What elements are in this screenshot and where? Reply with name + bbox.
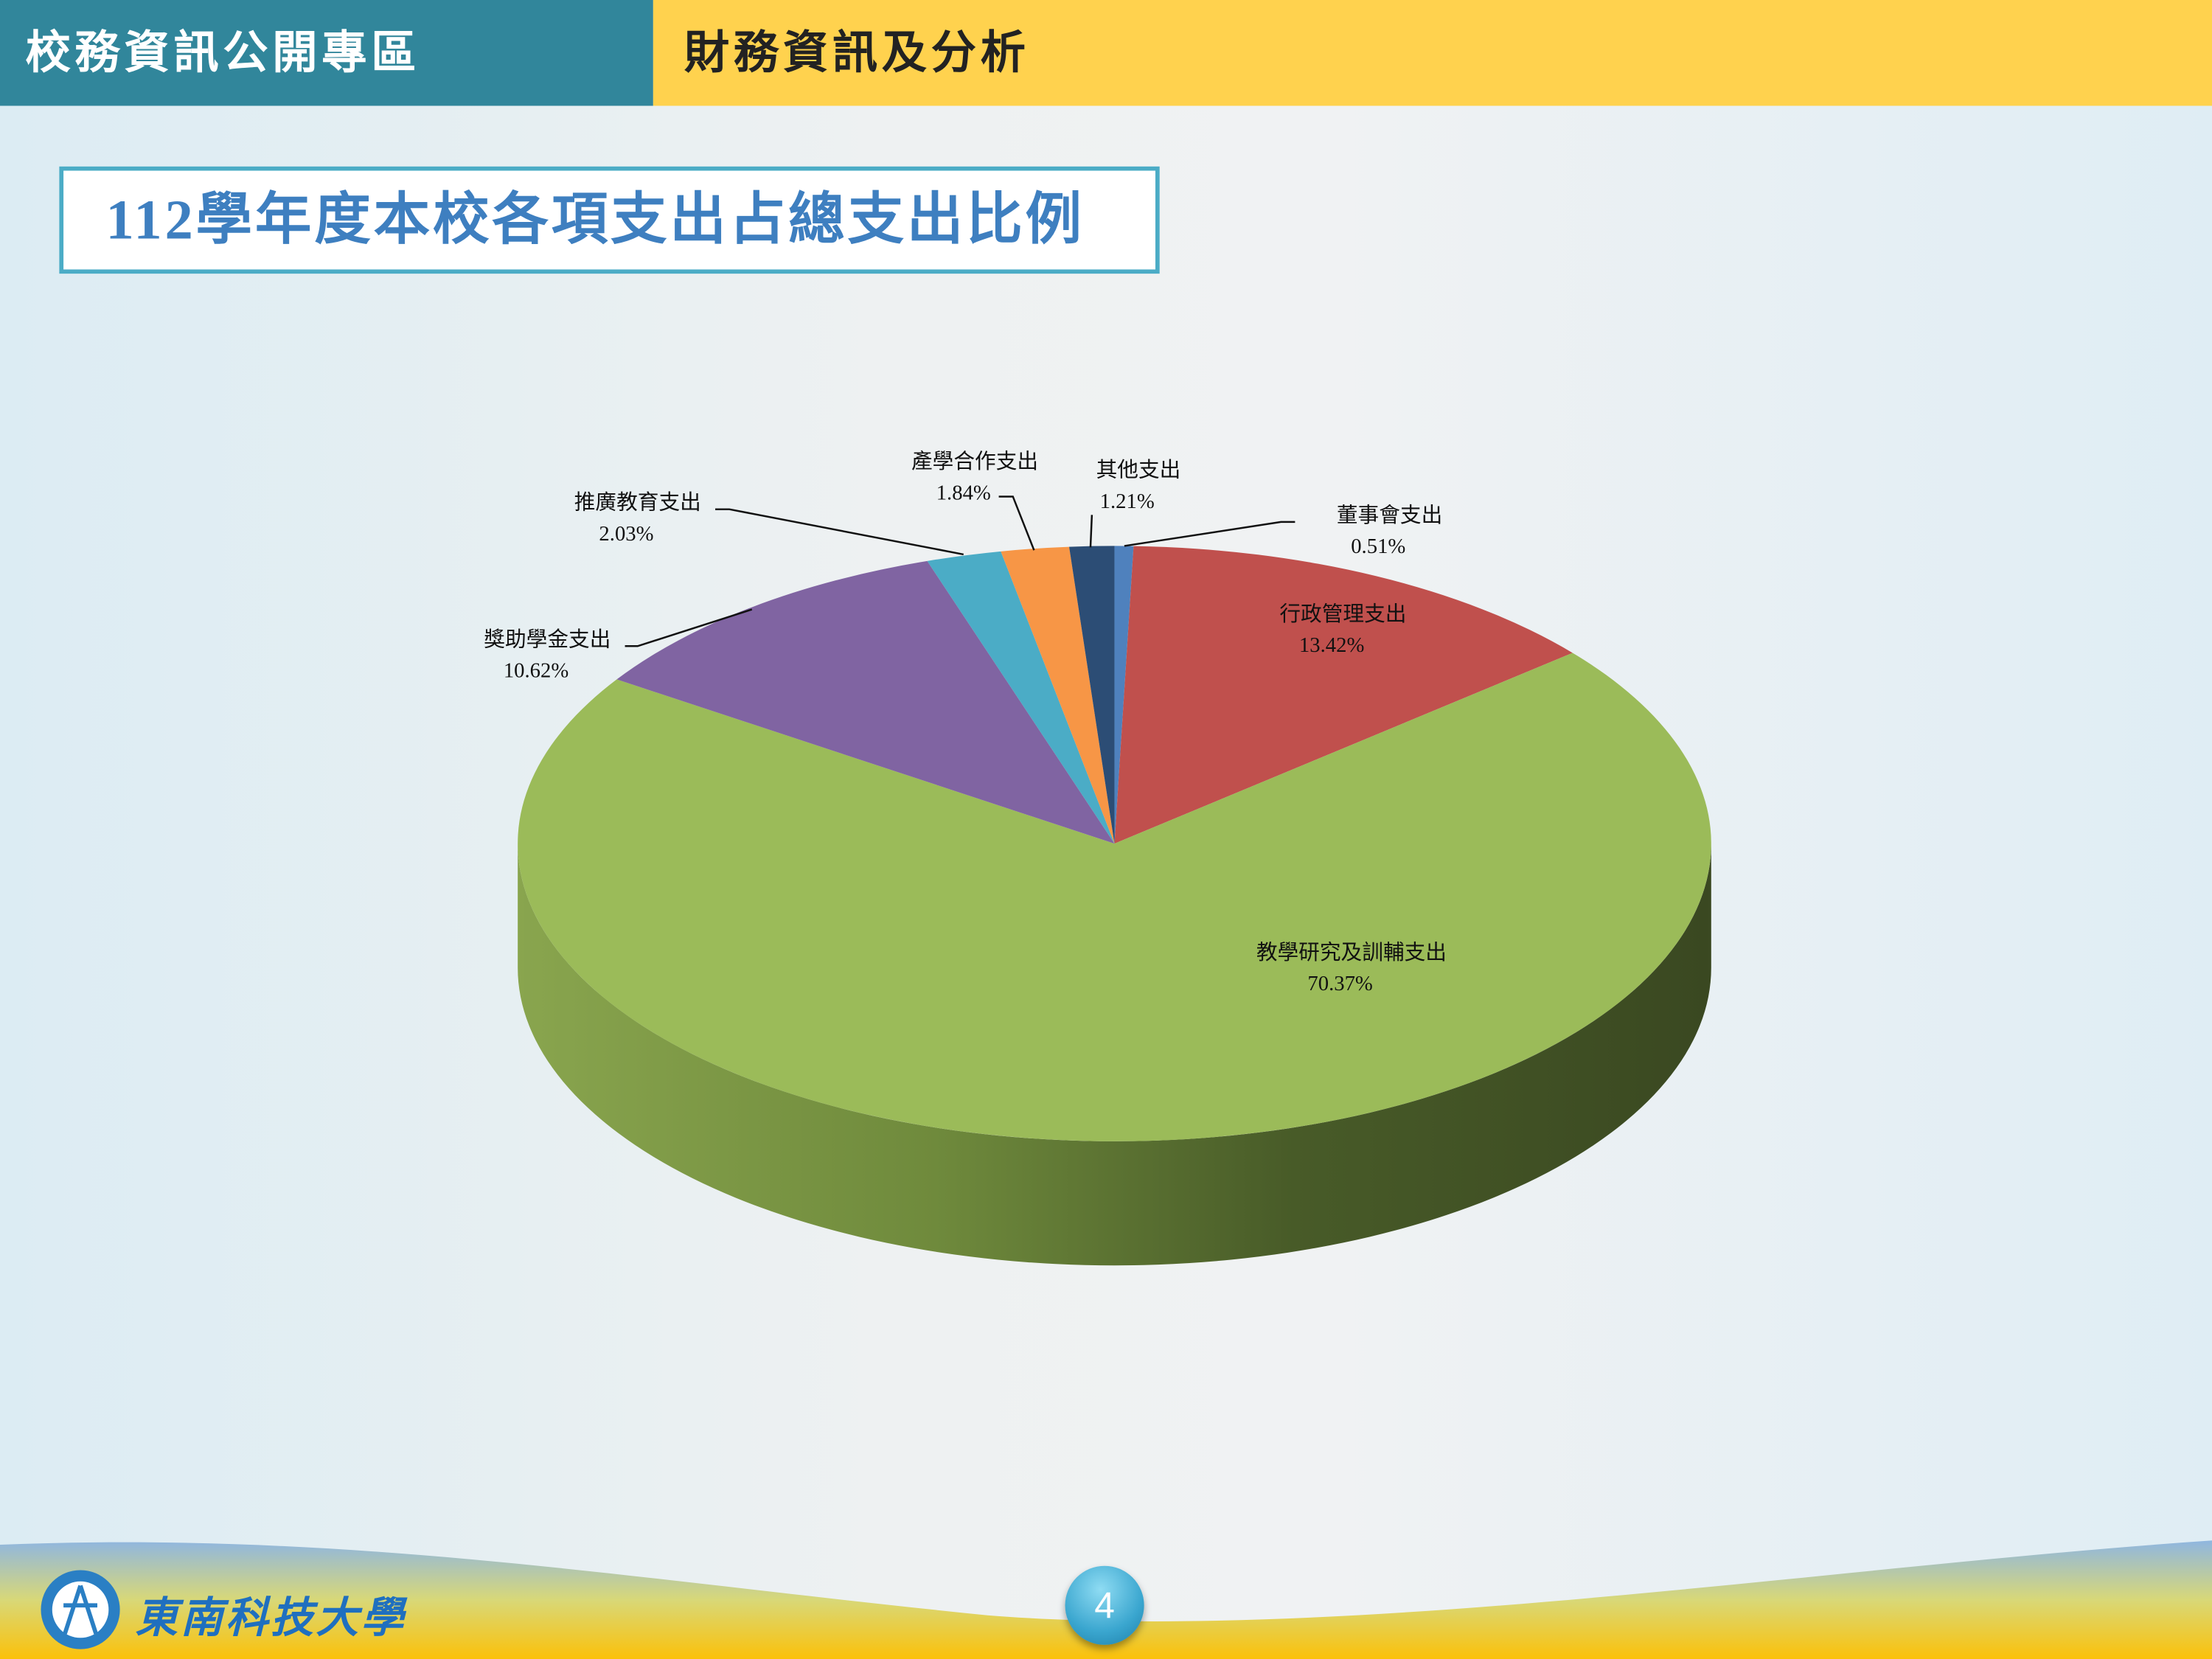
logo-tower xyxy=(63,1585,98,1635)
leader-line-industry xyxy=(998,495,1035,551)
pie-slice-0 xyxy=(1114,546,1134,844)
slice-label: 行政管理支出 xyxy=(1279,602,1406,626)
slice-label: 推廣教育支出 xyxy=(574,491,701,515)
pie-slice-1 xyxy=(1114,546,1573,844)
slice-label: 產學合作支出 xyxy=(911,450,1038,473)
slice-label: 董事會支出 xyxy=(1337,504,1442,527)
slice-label: 其他支出 xyxy=(1096,459,1181,482)
pie-slice-4 xyxy=(927,551,1115,844)
page-number-badge: 4 xyxy=(1065,1565,1144,1645)
leader-line-other xyxy=(1089,515,1093,548)
slice-value-label: 10.62% xyxy=(504,658,568,682)
slice-value-label: 1.84% xyxy=(936,481,991,504)
footer-wave xyxy=(0,1540,2212,1659)
pie-slice-2 xyxy=(518,653,1711,1141)
slice-value-label: 1.21% xyxy=(1100,490,1155,513)
section-header: 校務資訊公開專區 xyxy=(0,0,653,106)
pie-side-wall xyxy=(518,844,1711,1266)
slice-value-label: 13.42% xyxy=(1299,633,1364,657)
school-name: 東南科技大學 xyxy=(135,1595,407,1643)
leader-line-extension xyxy=(715,508,964,556)
slice-value-label: 2.03% xyxy=(599,522,653,546)
slice-value-label: 70.37% xyxy=(1307,972,1372,995)
pie-slice-5 xyxy=(1001,546,1115,844)
pie-slice-3 xyxy=(616,560,1115,844)
slice-label: 獎助學金支出 xyxy=(484,627,611,651)
slice-label: 教學研究及訓輔支出 xyxy=(1256,941,1447,964)
leader-line-scholarship xyxy=(625,608,753,647)
topic-header: 財務資訊及分析 xyxy=(653,0,2212,106)
slice-value-label: 0.51% xyxy=(1351,535,1405,558)
pie-slice-6 xyxy=(1069,546,1115,844)
leader-line-board xyxy=(1124,521,1295,547)
slide-title: 112學年度本校各項支出占總支出比例 xyxy=(59,166,1160,274)
